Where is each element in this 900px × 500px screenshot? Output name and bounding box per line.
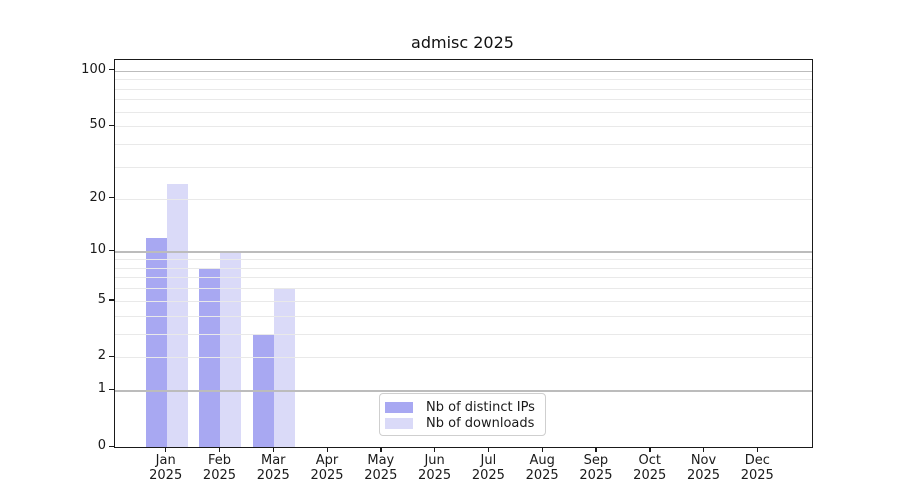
y-tick-label: 0: [97, 438, 106, 453]
x-tick-mark: [541, 447, 543, 453]
y-tick-label: 100: [81, 61, 106, 77]
y-tick-mark: [108, 124, 114, 127]
x-tick-label: Jan 2025: [139, 453, 193, 483]
legend-swatch-distinct-ips: [385, 401, 413, 413]
x-tick-year: 2025: [149, 468, 183, 483]
gridline-minor: [115, 198, 812, 200]
x-tick-year: 2025: [418, 468, 452, 483]
legend-item-distinct-ips: Nb of distinct IPs: [385, 399, 539, 415]
gridline-minor: [115, 166, 812, 168]
legend-swatch-downloads: [385, 417, 413, 429]
gridline-minor: [115, 333, 812, 335]
y-tick-label: 50: [89, 117, 106, 133]
gridline-minor: [115, 126, 812, 128]
gridline-minor: [115, 259, 812, 261]
gridline-minor: [115, 88, 812, 90]
bar-distinct-ips-feb: [199, 267, 221, 447]
y-tick-label: 20: [89, 189, 106, 205]
gridline-minor: [115, 99, 812, 101]
legend: Nb of distinct IPs Nb of downloads: [379, 393, 546, 436]
gridline-decade: [115, 390, 812, 392]
x-tick-label: Feb 2025: [192, 453, 246, 483]
y-tick-mark: [108, 388, 114, 391]
x-tick-year: 2025: [256, 468, 290, 483]
x-tick-label: Aug 2025: [515, 453, 569, 483]
y-tick-mark: [108, 355, 114, 358]
x-tick-mark: [218, 447, 221, 453]
gridline-minor: [115, 277, 812, 279]
gridline-minor: [115, 357, 812, 359]
x-tick-year: 2025: [310, 468, 344, 483]
gridline-minor: [115, 144, 812, 146]
y-tick-mark: [108, 69, 114, 71]
x-tick-year: 2025: [633, 468, 667, 483]
y-tick-label: 1: [97, 381, 106, 397]
x-tick-mark: [380, 447, 382, 453]
x-tick-year: 2025: [740, 468, 774, 483]
gridline-decade: [115, 251, 812, 253]
x-tick-mark: [487, 447, 490, 453]
y-tick-label: 2: [97, 348, 106, 364]
gridline-minor: [115, 79, 812, 81]
x-tick-label: Dec 2025: [730, 453, 784, 483]
y-tick-mark: [108, 299, 114, 301]
x-tick-year: 2025: [579, 468, 613, 483]
gridline-minor: [115, 288, 812, 290]
x-tick-label: Mar 2025: [246, 453, 300, 483]
y-tick-mark: [108, 197, 114, 199]
x-tick-mark: [272, 447, 275, 453]
y-tick-label: 10: [89, 242, 106, 258]
gridline-minor: [115, 267, 812, 269]
x-tick-label: Sep 2025: [569, 453, 623, 483]
x-tick-mark: [649, 447, 651, 453]
y-tick-mark: [108, 249, 114, 252]
x-tick-label: Nov 2025: [677, 453, 731, 483]
x-tick-year: 2025: [471, 468, 505, 483]
x-tick-year: 2025: [202, 468, 237, 483]
x-tick-mark: [434, 447, 436, 453]
x-tick-mark: [595, 447, 597, 453]
x-tick-label: Jun 2025: [408, 453, 462, 483]
legend-label-distinct-ips: Nb of distinct IPs: [426, 399, 535, 415]
bar-downloads-mar: [274, 288, 296, 447]
plot-area: [114, 59, 813, 448]
bar-downloads-feb: [220, 251, 242, 447]
gridline-minor: [115, 315, 812, 317]
x-tick-label: Apr 2025: [300, 453, 354, 483]
x-tick-label: Oct 2025: [623, 453, 677, 483]
x-tick-mark: [756, 447, 759, 453]
x-tick-mark: [165, 447, 167, 453]
bar-distinct-ips-jan: [145, 237, 167, 447]
x-tick-label: May 2025: [354, 453, 408, 483]
x-tick-year: 2025: [686, 468, 721, 483]
y-tick-mark: [108, 445, 114, 447]
y-tick-label: 5: [97, 291, 106, 307]
gridline-minor: [115, 111, 812, 113]
x-tick-label: Jul 2025: [461, 453, 515, 483]
x-tick-mark: [326, 447, 328, 453]
legend-item-downloads: Nb of downloads: [385, 415, 539, 431]
x-tick-year: 2025: [525, 468, 559, 483]
legend-label-downloads: Nb of downloads: [426, 415, 535, 431]
x-tick-mark: [703, 447, 705, 453]
gridline-minor: [115, 300, 812, 302]
gridline-decade: [115, 70, 812, 72]
chart-title: admisc 2025: [411, 33, 514, 52]
x-tick-year: 2025: [364, 468, 398, 483]
